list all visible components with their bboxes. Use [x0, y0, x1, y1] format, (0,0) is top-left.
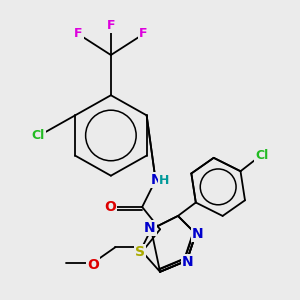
Text: S: S [135, 245, 146, 259]
Text: N: N [144, 220, 156, 235]
Text: N: N [182, 255, 194, 269]
Text: N: N [151, 173, 163, 187]
Text: H: H [159, 174, 170, 187]
Text: O: O [104, 200, 116, 214]
Text: F: F [139, 27, 148, 40]
Text: F: F [74, 27, 83, 40]
Text: Cl: Cl [255, 149, 268, 162]
Text: O: O [87, 258, 99, 272]
Text: N: N [192, 227, 204, 241]
Text: F: F [106, 20, 115, 32]
Text: Cl: Cl [32, 129, 45, 142]
